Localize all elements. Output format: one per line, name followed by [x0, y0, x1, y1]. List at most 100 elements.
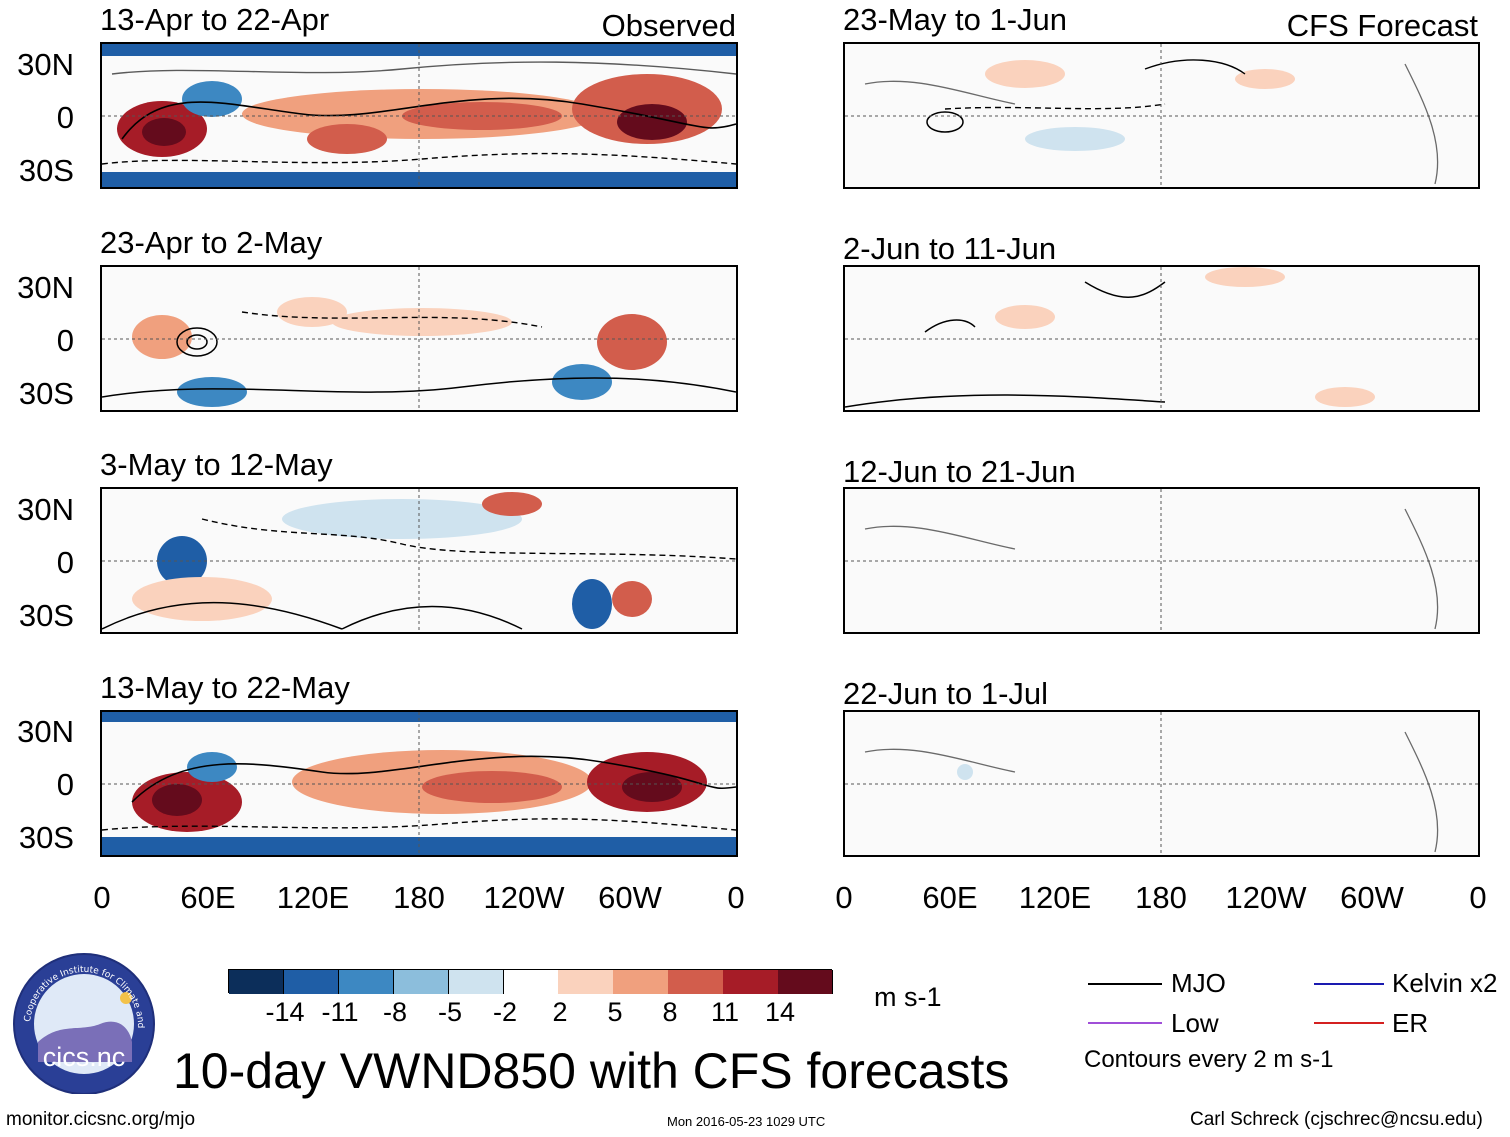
lat-label-30s: 30S [18, 598, 74, 633]
coastline [864, 731, 1439, 853]
forecast-map-panel-2 [843, 265, 1480, 412]
main-title: 10-day VWND850 with CFS forecasts [173, 1043, 1010, 1099]
colorbar-tick: -8 [382, 997, 407, 1027]
lat-label-equator: 0 [56, 323, 74, 358]
anomaly-shading [572, 579, 612, 629]
cicsnc-logo: Cooperative Institute for Climate and Sa… [7, 945, 158, 1095]
observed-header: Observed [601, 8, 736, 43]
observed-map-panel-3 [100, 487, 738, 634]
legend-line-kelvin [1314, 983, 1384, 985]
mjo-contour [102, 601, 523, 630]
anomaly-shading [1205, 267, 1285, 287]
forecast-panel-2-title: 2-Jun to 11-Jun [843, 231, 1057, 266]
anomaly-shading [307, 124, 387, 154]
mjo-contour [102, 377, 736, 398]
colorbar-swatch [503, 970, 559, 994]
colorbar-swatch [778, 970, 834, 994]
colorbar-tick: -2 [492, 997, 517, 1027]
colorbar-swatch [338, 970, 395, 994]
logo-sun [120, 992, 132, 1004]
mjo-contour [176, 327, 218, 357]
colorbar [228, 969, 834, 994]
lat-label-30n: 30N [17, 47, 74, 82]
anomaly-shading [177, 377, 247, 407]
lat-label-equator: 0 [56, 100, 74, 135]
colorbar-swatch [229, 970, 285, 994]
anomaly-shading [995, 305, 1055, 329]
lon-label-60e: 60E [180, 880, 236, 915]
contours-note: Contours every 2 m s-1 [1084, 1046, 1334, 1073]
colorbar-swatch [393, 970, 450, 994]
mjo-contour [241, 311, 543, 328]
colorbar-tick: -11 [321, 997, 359, 1027]
mjo-contour [131, 755, 736, 803]
colorbar-tick: 2 [552, 997, 568, 1027]
forecast-map-panel-1 [843, 42, 1480, 189]
colorbar-tick: 14 [764, 997, 796, 1027]
lon-label-60e: 60E [922, 880, 978, 915]
mjo-contour [201, 518, 736, 560]
colorbar-tick: -5 [437, 997, 462, 1027]
colorbar-swatch [558, 970, 614, 994]
anomaly-shading [622, 772, 682, 802]
lat-label-30s: 30S [18, 376, 74, 411]
observed-panel-4-title: 13-May to 22-May [100, 670, 350, 705]
lat-label-equator: 0 [56, 545, 74, 580]
anomaly-shading [612, 581, 652, 617]
colorbar-swatch [448, 970, 505, 994]
anomaly-shading [142, 118, 186, 146]
anomaly-shading [1235, 69, 1295, 89]
lat-label-equator: 0 [56, 767, 74, 802]
mjo-contour [1144, 59, 1246, 75]
colorbar-tick: 11 [710, 997, 740, 1027]
coastline [111, 61, 736, 75]
lat-label-30n: 30N [17, 492, 74, 527]
forecast-map-panel-4 [843, 710, 1480, 857]
lat-label-30s: 30S [18, 820, 74, 855]
lon-label-0: 0 [93, 880, 111, 915]
mjo-contour [944, 103, 1166, 110]
anomaly-shading [552, 364, 612, 400]
coastline [864, 63, 1439, 185]
legend-label-low: Low [1171, 1008, 1219, 1038]
anomaly-shading [957, 764, 973, 780]
lon-label-120e: 120E [1018, 880, 1092, 915]
anomaly-shading [277, 297, 347, 327]
colorbar-tick: -14 [265, 997, 305, 1027]
colorbar-tick: 8 [662, 997, 678, 1027]
colorbar-swatch [668, 970, 724, 994]
observed-map-panel-4 [100, 710, 738, 857]
anomaly-shading [332, 308, 512, 336]
mjo-contour [121, 97, 736, 140]
lon-label-0: 0 [727, 880, 745, 915]
anomaly-shading [132, 577, 272, 621]
observed-map-panel-1 [100, 42, 738, 189]
colorbar-units: m s-1 [874, 982, 942, 1012]
mjo-contour [102, 818, 736, 831]
legend-label-er: ER [1392, 1008, 1429, 1038]
mjo-contour [102, 152, 736, 165]
anomaly-shading [152, 784, 202, 816]
legend-label-kelvin: Kelvin x2 [1392, 968, 1498, 998]
anomaly-shading [102, 712, 736, 722]
mjo-contour [1084, 281, 1166, 298]
lon-label-180: 180 [1135, 880, 1187, 915]
anomaly-shading [132, 315, 192, 359]
colorbar-tick: 5 [607, 997, 623, 1027]
lat-label-30s: 30S [18, 153, 74, 188]
lon-label-60w: 60W [1340, 880, 1404, 915]
footer-timestamp: Mon 2016-05-23 1029 UTC [667, 1114, 826, 1129]
footer-author: Carl Schreck (cjschrec@ncsu.edu) [1190, 1109, 1483, 1130]
lon-label-120w: 120W [483, 880, 565, 915]
anomaly-shading [422, 771, 562, 803]
observed-panel-2-title: 23-Apr to 2-May [100, 225, 323, 260]
anomaly-shading [597, 314, 667, 370]
anomaly-shading [187, 752, 237, 782]
colorbar-swatch [723, 970, 779, 994]
footer-url[interactable]: monitor.cicsnc.org/mjo [6, 1109, 196, 1130]
legend-line-er [1314, 1022, 1384, 1024]
anomaly-shading [1315, 387, 1375, 407]
mjo-contour [186, 334, 208, 350]
lat-label-30n: 30N [17, 270, 74, 305]
forecast-map-panel-3 [843, 487, 1480, 634]
